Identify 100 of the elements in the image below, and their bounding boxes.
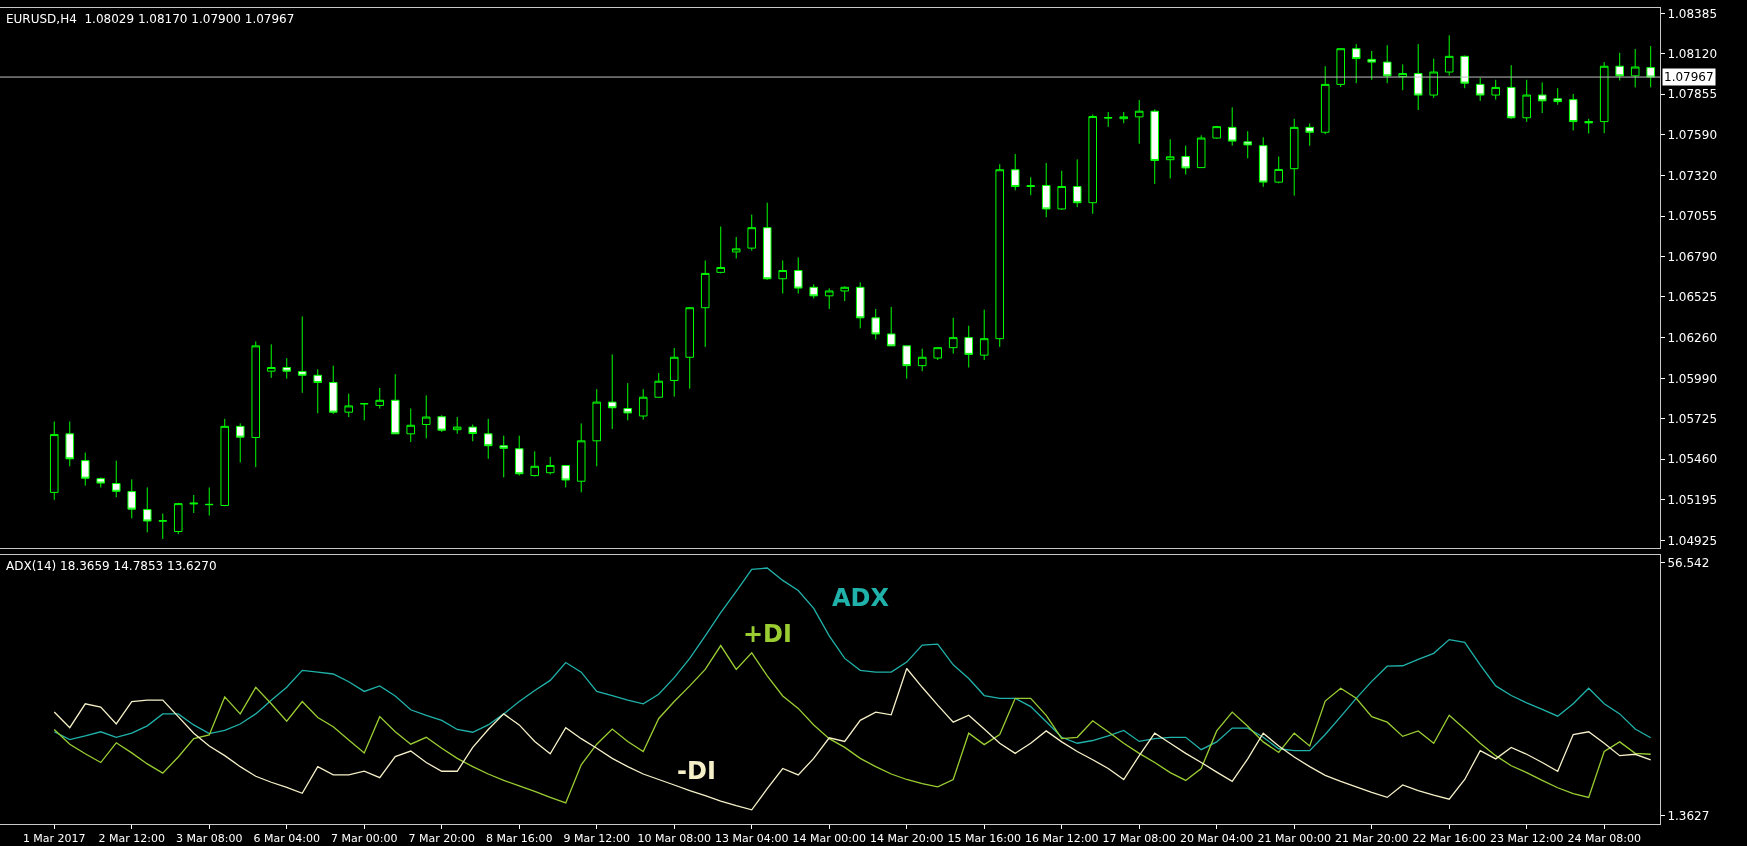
x-tick-label: 14 Mar 20:00: [869, 832, 944, 846]
candlestick: [1336, 47, 1346, 88]
y-tick-label: 1.05725: [1667, 412, 1718, 427]
x-tick-label: 16 Mar 12:00: [1024, 832, 1099, 846]
candlestick: [824, 287, 834, 310]
candlestick: [1088, 114, 1098, 215]
candlestick: [111, 460, 121, 498]
x-tick-label: 23 Mar 12:00: [1489, 832, 1564, 846]
candlestick: [654, 372, 664, 398]
x-tick-label: 20 Mar 04:00: [1179, 832, 1254, 846]
candlestick: [282, 357, 292, 380]
candlestick: [390, 373, 400, 435]
candlestick: [437, 414, 447, 433]
candlestick: [49, 420, 59, 501]
candlestick: [421, 394, 431, 439]
candlestick: [313, 368, 323, 414]
y-tick-label: 1.06790: [1667, 249, 1718, 264]
candlestick: [452, 416, 462, 435]
candlestick: [1367, 50, 1377, 81]
series-label: ADX: [832, 584, 890, 612]
candlestick: [65, 420, 75, 467]
candlestick: [1584, 118, 1593, 134]
x-tick-label: 7 Mar 20:00: [408, 832, 475, 846]
candlestick: [189, 494, 199, 514]
candlestick: [1305, 122, 1315, 147]
y-tick-label: 1.06260: [1667, 330, 1718, 345]
candlestick: [979, 309, 989, 361]
x-tick-label: 21 Mar 00:00: [1257, 832, 1331, 846]
candlestick: [1615, 52, 1624, 81]
candlestick: [1258, 136, 1268, 188]
candlestick: [328, 365, 338, 415]
candlestick: [902, 345, 912, 380]
candlestick: [933, 346, 943, 361]
candlestick: [1243, 130, 1253, 159]
candlestick: [1553, 87, 1562, 106]
y-tick-label: 1.08385: [1667, 6, 1718, 21]
series-label: -DI: [677, 757, 716, 785]
candlestick: [545, 456, 555, 476]
y-tick-label: 56.542: [1667, 555, 1710, 570]
candlestick: [1010, 153, 1020, 191]
series-label: +DI: [743, 620, 792, 648]
candlestick: [778, 259, 788, 295]
chart-title: EURUSD,H4 1.08029 1.08170 1.07900 1.07967: [6, 12, 295, 26]
x-tick-label: 15 Mar 16:00: [947, 832, 1021, 846]
candlestick: [1119, 111, 1129, 124]
candlestick: [886, 306, 896, 347]
line-series: [53, 644, 1652, 804]
candlestick: [468, 424, 478, 442]
y-tick-label: 1.05460: [1667, 452, 1718, 467]
candlestick: [840, 285, 850, 302]
candlestick: [855, 281, 865, 329]
candlestick: [1537, 81, 1547, 114]
candlestick: [1568, 93, 1578, 131]
candlestick: [623, 382, 633, 421]
candlestick: [375, 387, 385, 410]
candlestick: [142, 486, 152, 533]
x-tick-label: 9 Mar 12:00: [563, 832, 630, 846]
candlestick: [700, 259, 710, 348]
candlestick: [530, 450, 540, 477]
candlestick: [1491, 79, 1500, 101]
candlestick: [1057, 170, 1067, 211]
candlestick: [762, 202, 772, 281]
line-series: [53, 667, 1652, 811]
candlestick: [1227, 106, 1237, 147]
y-tick-label: 1.05195: [1667, 492, 1718, 507]
y-tick-label: 1.3627: [1667, 809, 1710, 824]
candlestick: [1444, 34, 1454, 77]
candlestick: [1382, 44, 1392, 84]
y-tick-label: 1.06525: [1667, 290, 1718, 305]
candlestick: [995, 163, 1005, 348]
x-tick-label: 3 Mar 08:00: [176, 832, 243, 846]
candlestick: [235, 422, 245, 463]
candlestick: [1351, 43, 1361, 84]
candlestick: [1041, 162, 1051, 218]
x-tick-label: 13 Mar 04:00: [715, 832, 789, 846]
candlestick: [158, 513, 168, 540]
y-tick-label: 1.08120: [1667, 46, 1718, 61]
x-tick-label: 24 Mar 08:00: [1567, 832, 1641, 846]
y-tick-label: 1.07590: [1667, 127, 1718, 142]
candlestick: [1522, 79, 1531, 123]
candlestick: [514, 435, 524, 477]
candlestick: [1429, 58, 1438, 99]
candlestick: [964, 325, 974, 368]
candlestick: [948, 317, 958, 355]
candlestick: [871, 308, 881, 340]
candlestick: [499, 435, 509, 478]
candlestick: [359, 402, 369, 421]
candlestick: [1646, 45, 1655, 88]
candlestick: [1289, 118, 1299, 197]
candlestick: [1599, 61, 1609, 134]
y-tick-label: 1.07320: [1667, 168, 1718, 183]
candlestick: [127, 478, 137, 519]
candlestick: [1460, 55, 1469, 89]
x-tick-label: 6 Mar 04:00: [253, 832, 320, 846]
candlestick: [1026, 176, 1036, 196]
candlestick: [1320, 65, 1330, 135]
candlestick: [793, 256, 803, 295]
y-tick-label: 1.04925: [1667, 534, 1718, 549]
candlestick: [1506, 64, 1516, 120]
ref-line-label: 1.07967: [1664, 70, 1714, 84]
